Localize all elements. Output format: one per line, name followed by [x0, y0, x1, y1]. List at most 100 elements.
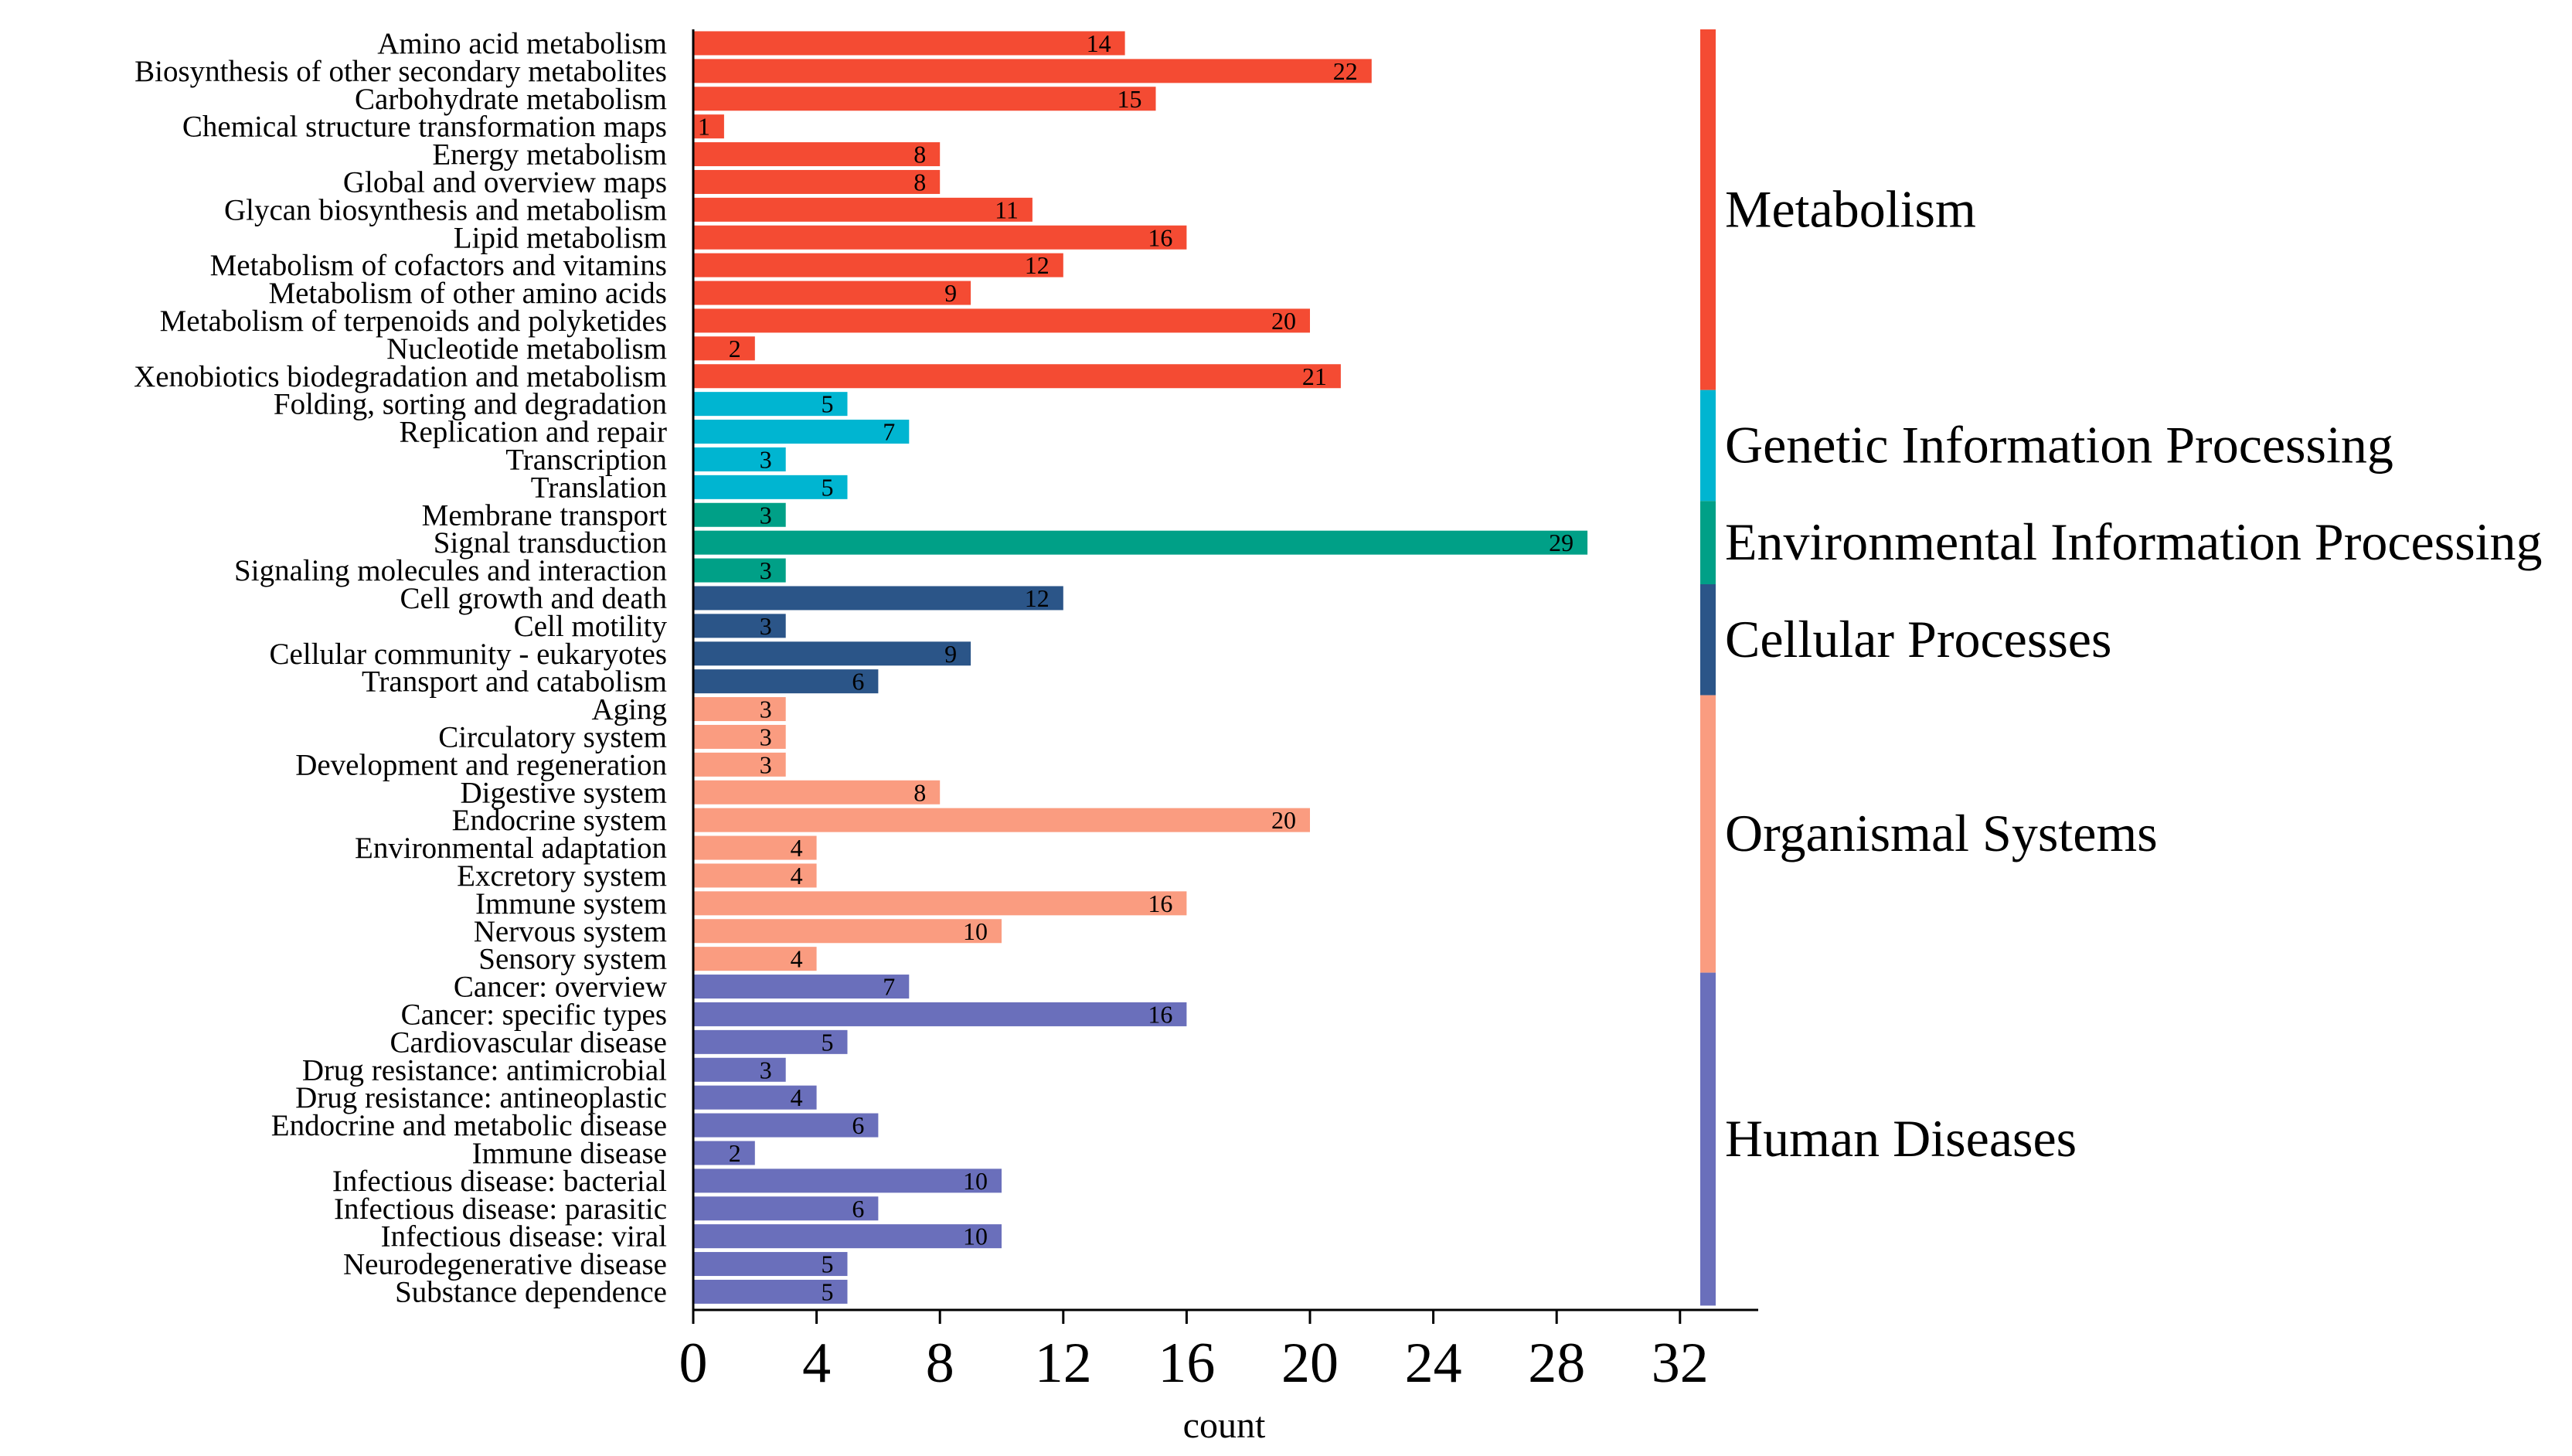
value-label: 3 [760, 750, 772, 778]
bar [693, 975, 910, 999]
category-label: Glycan biosynthesis and metabolism [224, 193, 667, 226]
bar [693, 863, 817, 888]
group-strip-segment [1700, 972, 1716, 1306]
bar [693, 697, 786, 722]
value-label: 12 [1025, 584, 1050, 612]
category-label: Excretory system [457, 859, 667, 893]
category-label: Cancer: overview [454, 971, 667, 1004]
category-label: Chemical structure transformation maps [182, 111, 667, 144]
value-label: 9 [944, 640, 957, 668]
group-label: Human Diseases [1725, 1109, 2077, 1168]
category-label: Transcription [505, 443, 667, 476]
category-label: Amino acid metabolism [377, 27, 667, 60]
group-strip-segment [1700, 501, 1716, 584]
bar [693, 1057, 786, 1082]
bar [693, 1029, 848, 1054]
bar [693, 420, 910, 444]
bars-layer [693, 31, 1588, 1304]
value-label: 20 [1271, 307, 1296, 335]
group-label: Organismal Systems [1725, 804, 2158, 862]
value-label: 12 [1025, 251, 1050, 279]
value-label: 3 [760, 501, 772, 529]
bar [693, 669, 879, 694]
bar [693, 392, 848, 417]
x-tick-label: 4 [802, 1332, 831, 1395]
category-label: Infectious disease: viral [381, 1220, 668, 1254]
category-label: Aging [592, 693, 668, 726]
group-label: Metabolism [1725, 179, 1976, 238]
category-label: Global and overview maps [343, 165, 667, 199]
value-label: 4 [791, 862, 803, 890]
value-label: 6 [852, 1111, 864, 1139]
value-label: 16 [1148, 1000, 1172, 1028]
bar [693, 1169, 1002, 1193]
value-label: 4 [791, 945, 803, 973]
x-tick-label: 28 [1528, 1332, 1585, 1395]
category-label: Immune disease [472, 1137, 667, 1170]
category-label: Cellular community - eukaryotes [270, 638, 667, 671]
value-label: 5 [822, 1028, 834, 1056]
value-label: 3 [760, 723, 772, 750]
x-tick-label: 24 [1405, 1332, 1462, 1395]
value-label: 5 [822, 473, 834, 501]
bar [693, 558, 786, 583]
value-label: 3 [760, 556, 772, 584]
category-label: Carbohydrate metabolism [355, 83, 667, 116]
x-ticks: 0 4 8 12 16 20 24 28 32 [679, 1310, 1709, 1395]
bar [693, 87, 1156, 111]
category-label: Substance dependence [395, 1275, 667, 1308]
bar [693, 308, 1310, 333]
value-label: 8 [913, 168, 926, 196]
value-label: 8 [913, 778, 926, 806]
value-label: 21 [1302, 362, 1327, 390]
bar [693, 752, 786, 777]
category-label: Metabolism of cofactors and vitamins [210, 249, 667, 282]
category-label: Signaling molecules and interaction [234, 554, 667, 587]
bar [693, 614, 786, 638]
category-label: Drug resistance: antineoplastic [295, 1081, 667, 1114]
bar [693, 253, 1063, 277]
category-label: Cardiovascular disease [390, 1026, 667, 1059]
x-axis-title: count [1183, 1405, 1266, 1446]
value-label: 3 [760, 445, 772, 473]
category-label: Metabolism of other amino acids [268, 277, 667, 310]
x-tick-label: 16 [1158, 1332, 1215, 1395]
category-label: Membrane transport [422, 498, 667, 532]
bar [693, 1085, 817, 1110]
value-label: 16 [1148, 890, 1172, 917]
category-label: Sensory system [478, 943, 667, 976]
category-label: Circulatory system [438, 720, 667, 754]
category-label: Xenobiotics biodegradation and metabolis… [134, 360, 667, 393]
category-label: Lipid metabolism [454, 221, 667, 254]
group-strip-segment [1700, 390, 1716, 502]
value-label: 20 [1271, 806, 1296, 834]
category-label: Drug resistance: antimicrobial [302, 1053, 667, 1087]
value-label: 8 [913, 141, 926, 168]
group-strip-segment [1700, 29, 1716, 390]
category-label: Immune system [475, 887, 667, 920]
value-label: 3 [760, 612, 772, 640]
value-label: 10 [963, 917, 988, 945]
category-label: Neurodegenerative disease [343, 1248, 667, 1281]
value-label: 2 [729, 1139, 741, 1167]
bar [693, 891, 1187, 916]
value-label: 6 [852, 1195, 864, 1223]
bar [693, 1002, 1187, 1026]
bar [693, 724, 786, 749]
category-label: Infectious disease: parasitic [334, 1192, 667, 1226]
value-label: 11 [995, 196, 1019, 223]
bar [693, 364, 1341, 389]
bar [693, 31, 1125, 56]
value-label: 5 [822, 1250, 834, 1278]
bar [693, 780, 941, 805]
x-tick-label: 32 [1652, 1332, 1709, 1395]
bar [693, 59, 1372, 83]
value-label: 1 [698, 113, 710, 141]
value-labels: 1422151881116129202215735329312396333820… [698, 29, 1573, 1305]
category-label: Metabolism of terpenoids and polyketides [160, 304, 667, 338]
value-label: 9 [944, 279, 957, 307]
bar [693, 1224, 1002, 1249]
